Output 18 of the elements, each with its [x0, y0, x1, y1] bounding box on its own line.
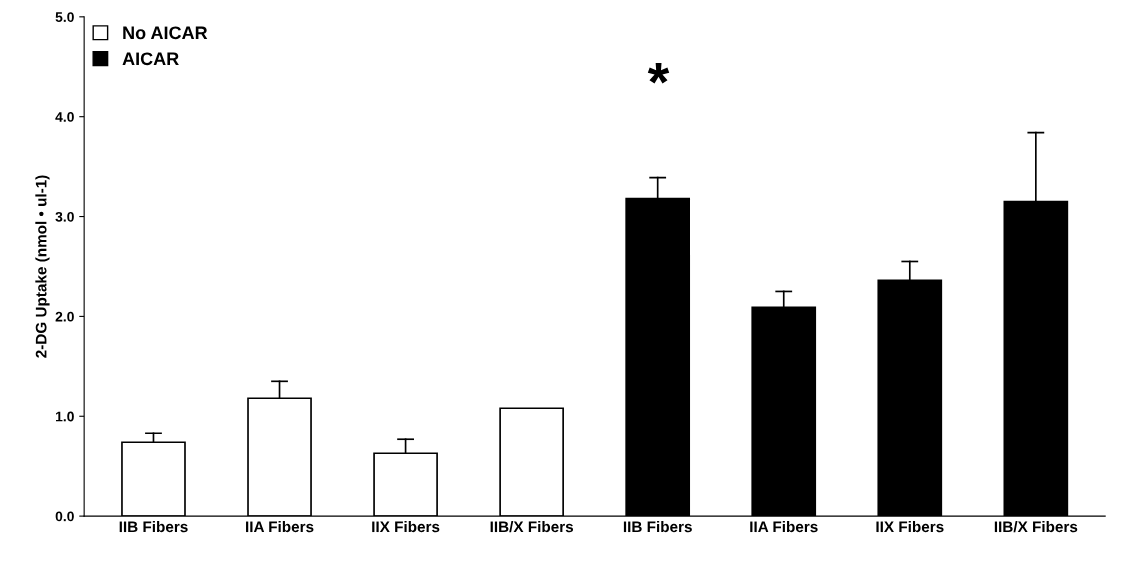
x-tick-label: IIX Fibers [876, 520, 944, 533]
y-tick-label: 1.0 [56, 411, 74, 422]
x-tick-label: IIB Fibers [119, 520, 188, 533]
y-tick-label: 0.0 [55, 511, 74, 522]
legend-label: No AICAR [123, 26, 208, 40]
y-tick-label: 4.0 [55, 112, 74, 122]
y-axis-title: 2-DG Uptake (nmol • ul-1) [35, 175, 50, 358]
y-tick-label: 5.0 [55, 12, 74, 22]
legend-label: AICAR [122, 52, 179, 66]
y-tick-label: 2.0 [55, 311, 74, 322]
y-tick-label: 3.0 [55, 211, 74, 222]
x-tick-label: IIA Fibers [246, 520, 314, 533]
x-tick-label: IIB/X Fibers [994, 520, 1078, 533]
x-tick-label: IIB/X Fibers [490, 520, 574, 533]
x-tick-label: IIB Fibers [623, 520, 692, 533]
x-tick-label: IIX Fibers [372, 520, 440, 533]
annotation: * [647, 62, 670, 84]
x-tick-label: IIA Fibers [750, 520, 818, 533]
